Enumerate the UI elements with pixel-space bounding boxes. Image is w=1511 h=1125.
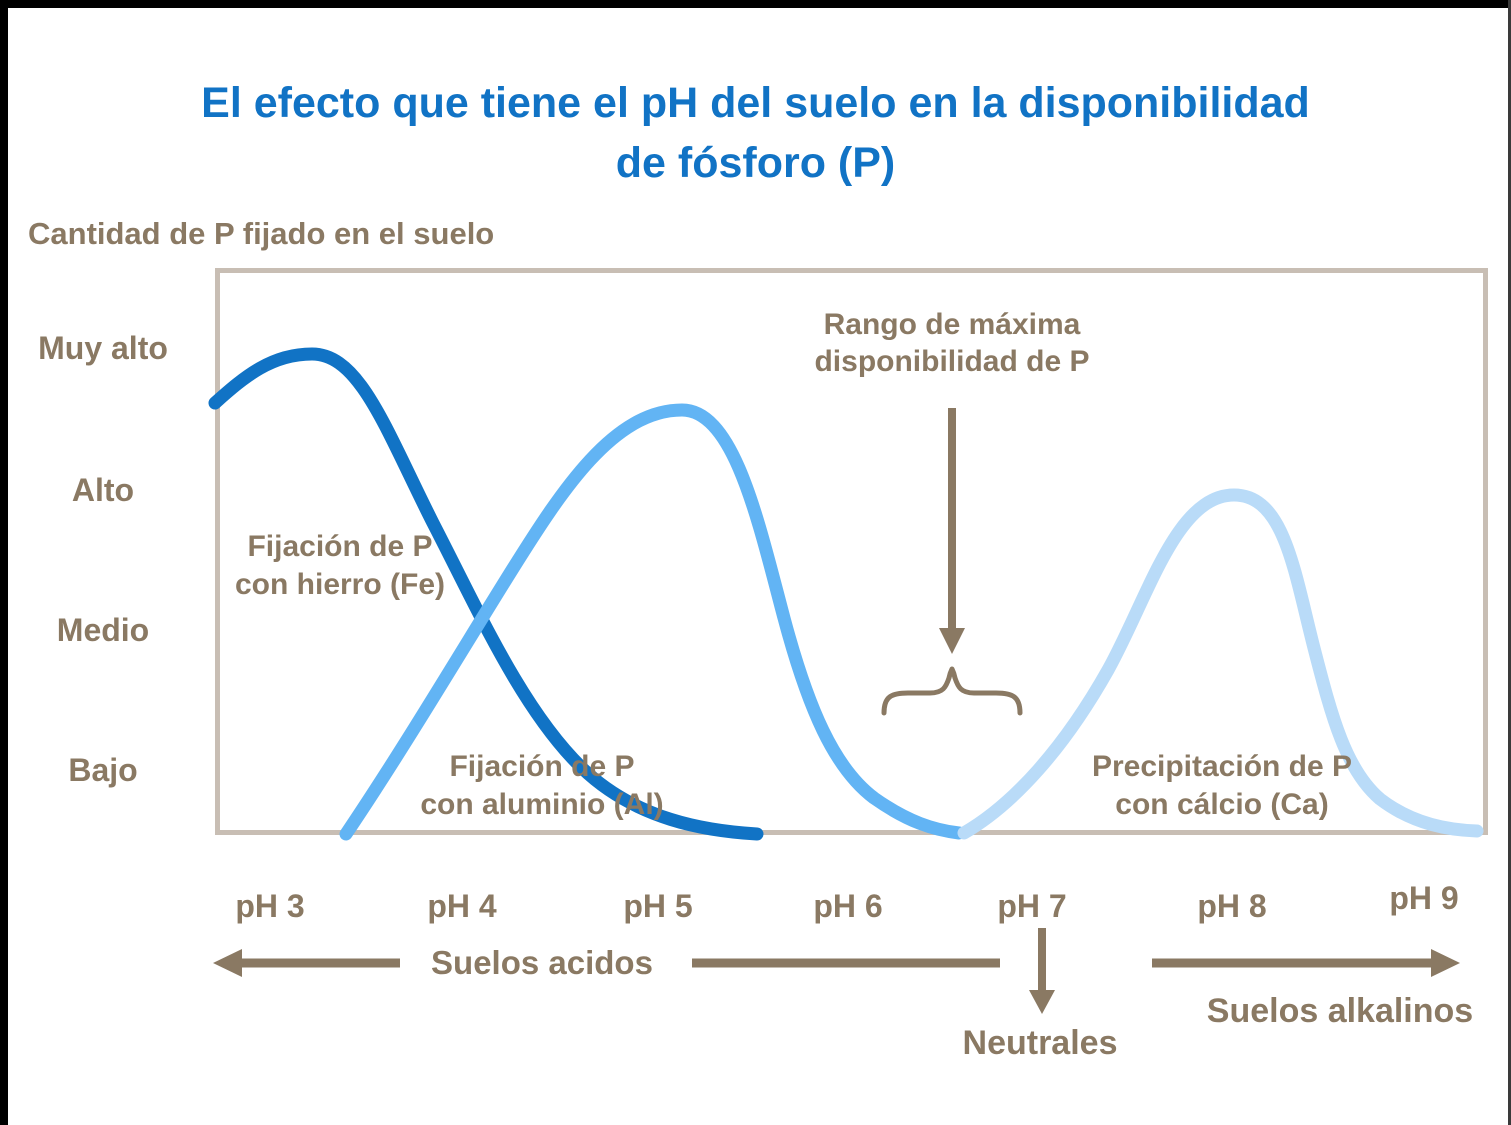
x-tick-ph4: pH 4 [427, 888, 497, 924]
frame-border-right [1508, 0, 1511, 1125]
series-label-fe-line2: con hierro (Fe) [234, 568, 445, 601]
x-tick-ph7: pH 7 [997, 888, 1067, 924]
frame-border-left [0, 0, 8, 1125]
page-title-line2: de fósforo (P) [615, 138, 896, 187]
neutral-label: Neutrales [962, 1024, 1118, 1062]
x-tick-ph5: pH 5 [623, 888, 693, 924]
series-label-al: Fijación de P con aluminio (Al) [407, 748, 677, 824]
series-label-fe: Fijación de P con hierro (Fe) [215, 528, 465, 604]
x-tick-ph9: pH 9 [1389, 880, 1459, 916]
y-tick-bajo: Bajo [68, 752, 138, 788]
series-label-al-line2: con aluminio (Al) [420, 788, 664, 821]
neutral-arrow-icon [1029, 928, 1055, 1014]
max-availability-annotation: Rango de máxima disponibilidad de P [772, 306, 1132, 380]
page-title: El efecto que tiene el pH del suelo en l… [0, 73, 1511, 193]
y-tick-muy-alto: Muy alto [38, 330, 168, 366]
series-label-ca-line2: con cálcio (Ca) [1115, 788, 1329, 821]
y-tick-medio: Medio [56, 612, 150, 648]
alkaline-soils-label: Suelos alkalinos [1206, 992, 1474, 1030]
y-axis-title: Cantidad de P fijado en el suelo [28, 216, 495, 251]
x-tick-ph3: pH 3 [235, 888, 305, 924]
y-tick-alto: Alto [71, 472, 135, 508]
series-label-al-line1: Fijación de P [449, 750, 635, 783]
series-label-ca: Precipitación de P con cálcio (Ca) [1057, 748, 1387, 824]
page-title-line1: El efecto que tiene el pH del suelo en l… [201, 78, 1310, 127]
series-label-fe-line1: Fijación de P [247, 530, 433, 563]
x-tick-ph6: pH 6 [813, 888, 883, 924]
x-tick-ph8: pH 8 [1197, 888, 1267, 924]
max-availability-line1: Rango de máxima [823, 308, 1081, 341]
series-label-ca-line1: Precipitación de P [1091, 750, 1353, 783]
alkaline-soils-arrow-icon [1152, 949, 1460, 977]
max-availability-line2: disponibilidad de P [814, 345, 1090, 378]
acid-soils-label: Suelos acidos [431, 944, 653, 981]
frame-border-top [0, 0, 1511, 8]
